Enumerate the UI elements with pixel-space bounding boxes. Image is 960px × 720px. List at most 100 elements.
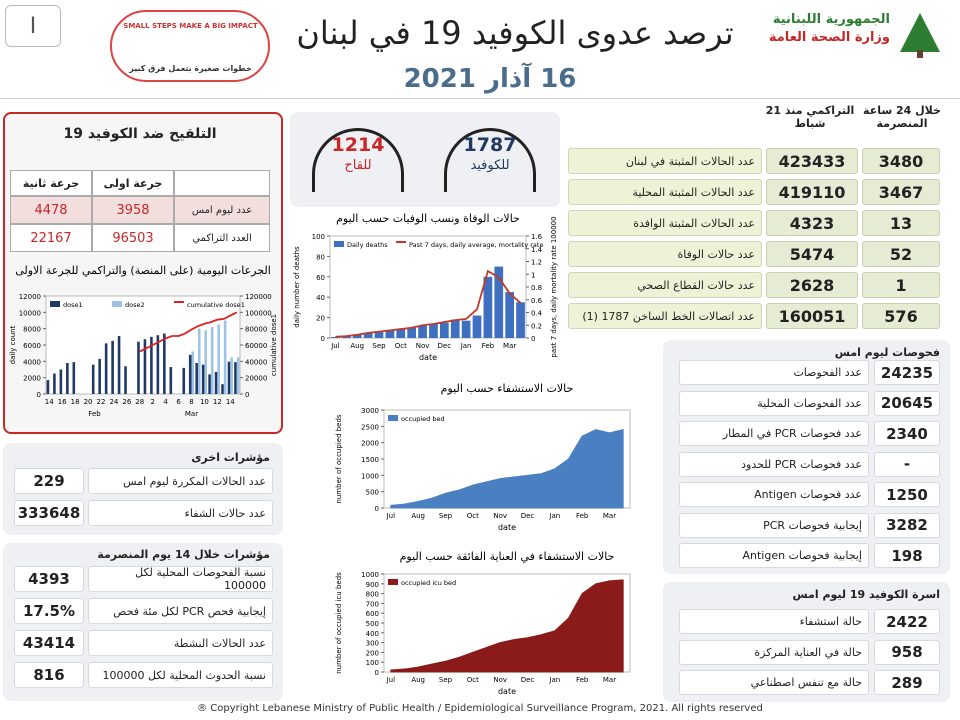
bar (188, 354, 192, 394)
y-tick-label: 500 (366, 489, 379, 497)
bar (407, 327, 417, 338)
chart-title: حالات الاستشفاء في العناية الفائقة حسب ا… (400, 550, 615, 563)
y2-tick-label: 0 (245, 391, 249, 399)
legend-swatch (388, 579, 398, 585)
bar (195, 362, 198, 394)
bar (197, 328, 201, 394)
legend-swatch (388, 415, 398, 421)
bar (461, 320, 471, 338)
bar (117, 336, 121, 394)
test-value: 24235 (874, 360, 940, 385)
daily-value: 1 (862, 272, 940, 298)
other-label: عدد الحالات المكررة ليوم امس (88, 468, 273, 494)
title: ترصد عدوى الكوفيد 19 في لبنان (296, 14, 734, 52)
chart-title: حالات الوفاة ونسب الوفيات حسب اليوم (336, 212, 520, 225)
x-tick-label: Jan (548, 676, 560, 684)
page-number: I (5, 5, 61, 47)
legend-label: occupied bed (401, 415, 445, 423)
y2-axis-label: cumulative dose1 (270, 314, 278, 376)
line (335, 269, 522, 338)
bar (66, 362, 69, 394)
y-tick-label: 80 (316, 253, 325, 261)
bar (91, 364, 95, 394)
bar (104, 343, 108, 394)
bar (214, 371, 218, 394)
y2-tick-label: 120000 (245, 293, 272, 301)
row-label: عدد الحالات المثبتة الوافدة (568, 210, 762, 236)
bar (111, 340, 114, 394)
y2-tick-label: 1.4 (531, 246, 543, 254)
vtable-value: 3958 (92, 196, 174, 224)
x-tick-label: Aug (411, 512, 425, 520)
test-value: 1250 (874, 482, 940, 507)
x-tick-label: Oct (467, 676, 479, 684)
test-label: إيجابية فحوصات PCR (679, 512, 869, 538)
y-tick-label: 60 (316, 274, 325, 282)
y2-tick-label: 1 (531, 271, 535, 279)
y-tick-label: 100 (312, 233, 325, 241)
y-tick-label: 20 (316, 315, 325, 323)
bar (143, 339, 147, 394)
legend-label: dose2 (125, 301, 145, 309)
bed-label: حالة في العناية المركزة (679, 639, 869, 665)
bar (236, 357, 240, 394)
bar (163, 333, 166, 394)
last14-label: نسبة الحدوث المحلية لكل 100000 (88, 662, 273, 688)
campaign-en: SMALL STEPS MAKE A BIG IMPACT (123, 22, 258, 30)
x-tick-label: 14 (45, 398, 54, 406)
bar (217, 324, 220, 394)
y2-tick-label: 0 (531, 335, 535, 343)
bar (396, 328, 406, 338)
test-label: عدد فحوصات Antigen (679, 482, 869, 507)
x-axis-label: date (419, 353, 437, 362)
legend-label: Past 7 days, daily average, mortality ra… (409, 241, 543, 249)
y-tick-label: 800 (366, 591, 379, 599)
cumulative-value: 419110 (766, 179, 858, 205)
header-cumulative: التراكمي منذ 21 شباط (765, 104, 855, 130)
x-tick-label: Oct (395, 342, 407, 350)
vtable-label: عدد ليوم امس (174, 196, 270, 224)
y2-tick-label: 60000 (245, 342, 267, 350)
row-label: عدد الحالات المثبتة في لبنان (568, 148, 762, 174)
x-tick-label: Jul (386, 512, 396, 520)
x-tick-label: Mar (503, 342, 516, 350)
y2-tick-label: 20000 (245, 375, 267, 383)
x-tick-label: 14 (226, 398, 235, 406)
test-label: عدد الفحوصات المحلية (679, 390, 869, 416)
x-tick-label: Jan (548, 512, 560, 520)
bar (221, 384, 224, 394)
line (139, 311, 238, 353)
divider (0, 98, 960, 99)
bar (201, 364, 205, 394)
bar (385, 329, 395, 338)
vtable-label: العدد التراكمي (174, 224, 270, 252)
row-label: عدد حالات القطاع الصحي (568, 272, 762, 298)
chart: الجرعات اليومية (على المنصة) والتراكمي ل… (9, 264, 278, 418)
chart: حالات الوفاة ونسب الوفيات حسب اليوم 0 20 40… (293, 212, 558, 362)
test-label: عدد الفحوصات (679, 360, 869, 385)
bar (53, 373, 56, 394)
bar (59, 369, 63, 394)
bed-label: حالة مع تنفس اصطناعي (679, 670, 869, 695)
date: 16 آذار 2021 (403, 64, 577, 94)
daily-value: 3480 (862, 148, 940, 174)
x-group-label: Mar (185, 410, 198, 418)
x-group-label: Feb (88, 410, 101, 418)
test-label: إيجابية فحوصات Antigen (679, 543, 869, 568)
y2-tick-label: 0.6 (531, 297, 543, 305)
y-tick-label: 4000 (23, 358, 41, 366)
y-tick-label: 400 (366, 630, 379, 638)
x-tick-label: Feb (576, 512, 589, 520)
y-tick-label: 700 (366, 600, 379, 608)
chart-title: الجرعات اليومية (على المنصة) والتراكمي ل… (15, 264, 271, 277)
test-value: 20645 (874, 390, 940, 416)
y2-tick-label: 1.6 (531, 233, 543, 241)
last14-value: 4393 (14, 566, 84, 592)
x-tick-label: 18 (71, 398, 80, 406)
vtable-value: 22167 (10, 224, 92, 252)
legend-swatch (396, 241, 406, 243)
test-label: عدد فحوصات PCR في المطار (679, 421, 869, 446)
bed-value: 289 (874, 670, 940, 695)
campaign-logo: SMALL STEPS MAKE A BIG IMPACT خطوات صغير… (110, 10, 270, 82)
y-axis-label: number of occupied beds (335, 414, 343, 503)
